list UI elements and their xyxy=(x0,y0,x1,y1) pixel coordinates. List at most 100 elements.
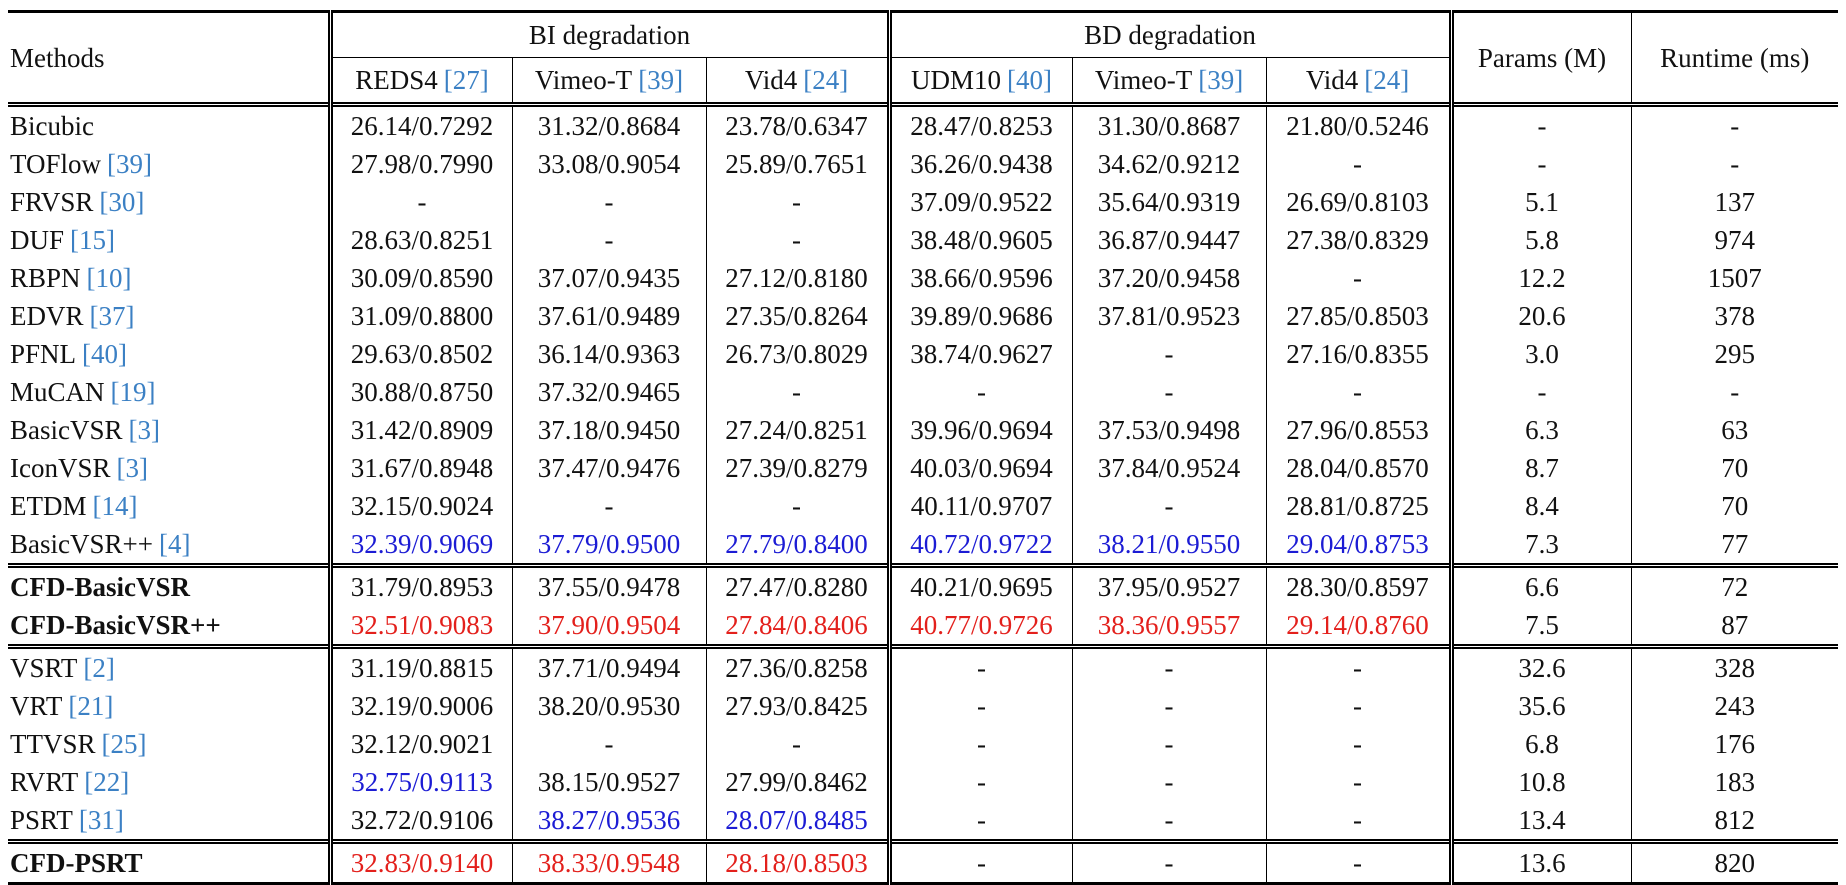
result-cell: 32.51/0.9083 xyxy=(327,606,512,647)
result-cell: - xyxy=(1265,373,1452,411)
table-body: Bicubic 26.14/0.7292 31.32/0.8684 23.78/0.6… xyxy=(8,102,1839,885)
result-cell: 39.96/0.9694 xyxy=(886,411,1073,449)
subcolumn-name: REDS4 xyxy=(355,65,438,95)
result-cell: 27.12/0.8180 xyxy=(705,259,890,297)
result-cell: - xyxy=(1265,801,1452,842)
result-cell: 26.73/0.8029 xyxy=(705,335,890,373)
table-row: RVRT [22] 32.75/0.9113 38.15/0.9527 27.99/0.… xyxy=(8,763,1839,801)
result-cell: - xyxy=(1265,145,1452,183)
subcolumn-name: Vimeo-T xyxy=(534,65,633,95)
runtime-cell: 72 xyxy=(1630,563,1839,606)
result-cell: 37.07/0.9435 xyxy=(511,259,706,297)
result-cell: 29.63/0.8502 xyxy=(327,335,512,373)
table-row: ETDM [14] 32.15/0.9024- -40.11/0.9707-28.81… xyxy=(8,487,1839,525)
result-cell: 35.64/0.9319 xyxy=(1071,183,1267,221)
table-row: RBPN [10] 30.09/0.8590 37.07/0.9435 27.12/0.… xyxy=(8,259,1839,297)
header-group: BI degradation xyxy=(327,10,890,58)
result-cell: 38.48/0.9605 xyxy=(886,221,1073,259)
table-row: DUF [15] 28.63/0.8251- -38.48/0.9605 36.87/0… xyxy=(8,221,1839,259)
result-cell: 26.14/0.7292 xyxy=(327,102,512,145)
method-name: EDVR xyxy=(10,301,84,331)
runtime-cell: 137 xyxy=(1630,183,1839,221)
result-cell: 27.93/0.8425 xyxy=(705,687,890,725)
params-cell: 12.2 xyxy=(1448,259,1632,297)
result-cell: - xyxy=(886,687,1073,725)
result-cell: 27.38/0.8329 xyxy=(1265,221,1452,259)
params-cell: 7.5 xyxy=(1448,606,1632,647)
result-cell: 32.12/0.9021 xyxy=(327,725,512,763)
params-cell: - xyxy=(1448,145,1632,183)
method-name: BasicVSR++ xyxy=(10,529,153,559)
header-subcolumn: Vid4 [24] xyxy=(1265,57,1452,106)
method-name: IconVSR xyxy=(10,453,111,483)
result-cell: 27.35/0.8264 xyxy=(705,297,890,335)
runtime-cell: 63 xyxy=(1630,411,1839,449)
result-cell: - xyxy=(327,183,512,221)
result-cell: - xyxy=(1265,644,1452,687)
result-cell: 38.15/0.9527 xyxy=(511,763,706,801)
table-row: BasicVSR [3] 31.42/0.8909 37.18/0.9450 27.24… xyxy=(8,411,1839,449)
table-row: FRVSR [30] - - -37.09/0.9522 35.64/0.9319 26.6… xyxy=(8,183,1839,221)
table-row: CFD-PSRT 32.83/0.9140 38.33/0.9548 28.18/0.… xyxy=(8,839,1839,885)
result-cell: 36.14/0.9363 xyxy=(511,335,706,373)
table-row: TTVSR [25] 32.12/0.9021- - - - -6.8 176 xyxy=(8,725,1839,763)
result-cell: 32.75/0.9113 xyxy=(327,763,512,801)
runtime-cell: 378 xyxy=(1630,297,1839,335)
table-row: MuCAN [19] 30.88/0.8750 37.32/0.9465- - - - - - xyxy=(8,373,1839,411)
table-row: CFD-BasicVSR 31.79/0.8953 37.55/0.9478 27.4… xyxy=(8,563,1839,606)
method-cell: BasicVSR++ [4] xyxy=(8,525,330,566)
subcolumn-name: Vimeo-T xyxy=(1094,65,1193,95)
result-cell: - xyxy=(705,725,890,763)
params-cell: 8.7 xyxy=(1448,449,1632,487)
method-cell: PFNL [40] xyxy=(8,335,330,373)
result-cell: 37.71/0.9494 xyxy=(511,644,706,687)
result-cell: 37.81/0.9523 xyxy=(1071,297,1267,335)
params-cell: 8.4 xyxy=(1448,487,1632,525)
method-name: BasicVSR xyxy=(10,415,123,445)
result-cell: 27.98/0.7990 xyxy=(327,145,512,183)
result-cell: - xyxy=(1071,335,1267,373)
method-cell: TTVSR [25] xyxy=(8,725,330,763)
citation: [3] xyxy=(128,415,160,445)
citation: [30] xyxy=(99,187,145,217)
result-cell: 40.72/0.9722 xyxy=(886,525,1073,566)
method-cell: DUF [15] xyxy=(8,221,330,259)
method-name: TOFlow xyxy=(10,149,102,179)
header-subcolumn: Vimeo-T [39] xyxy=(1071,57,1267,106)
citation: [19] xyxy=(110,377,156,407)
citation: [24] xyxy=(1364,65,1410,95)
result-cell: 38.27/0.9536 xyxy=(511,801,706,842)
method-name: CFD-BasicVSR++ xyxy=(10,610,221,640)
result-cell: 28.47/0.8253 xyxy=(886,102,1073,145)
result-cell: 40.03/0.9694 xyxy=(886,449,1073,487)
result-cell: 37.79/0.9500 xyxy=(511,525,706,566)
citation: [27] xyxy=(443,65,489,95)
result-cell: - xyxy=(1265,763,1452,801)
result-cell: 31.32/0.8684 xyxy=(511,102,706,145)
result-cell: 39.89/0.9686 xyxy=(886,297,1073,335)
citation: [40] xyxy=(82,339,128,369)
result-cell: 36.87/0.9447 xyxy=(1071,221,1267,259)
result-cell: 32.83/0.9140 xyxy=(327,839,512,885)
table-row: Bicubic 26.14/0.7292 31.32/0.8684 23.78/0.6… xyxy=(8,102,1839,145)
method-cell: MuCAN [19] xyxy=(8,373,330,411)
result-cell: 31.19/0.8815 xyxy=(327,644,512,687)
result-cell: 37.61/0.9489 xyxy=(511,297,706,335)
result-cell: 40.11/0.9707 xyxy=(886,487,1073,525)
result-cell: 23.78/0.6347 xyxy=(705,102,890,145)
result-cell: - xyxy=(886,644,1073,687)
header-subcolumn: Vimeo-T [39] xyxy=(511,57,706,106)
citation: [39] xyxy=(1198,65,1244,95)
result-cell: 37.90/0.9504 xyxy=(511,606,706,647)
result-cell: - xyxy=(1071,763,1267,801)
runtime-cell: 70 xyxy=(1630,449,1839,487)
table-row: TOFlow [39] 27.98/0.7990 33.08/0.9054 25.89/… xyxy=(8,145,1839,183)
params-cell: 10.8 xyxy=(1448,763,1632,801)
result-cell: - xyxy=(1071,487,1267,525)
result-cell: - xyxy=(1071,373,1267,411)
result-cell: 38.36/0.9557 xyxy=(1071,606,1267,647)
method-name: VSRT xyxy=(10,653,78,683)
result-cell: - xyxy=(511,183,706,221)
method-name: PSRT xyxy=(10,805,73,835)
result-cell: - xyxy=(705,487,890,525)
